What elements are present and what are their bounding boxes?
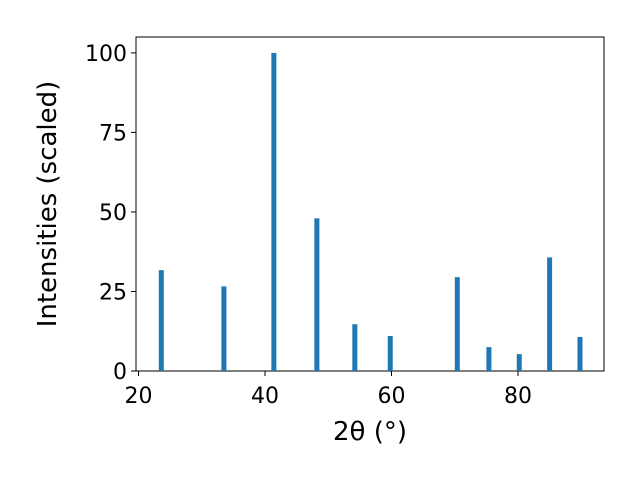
bar xyxy=(352,324,358,371)
x-tick-label: 60 xyxy=(378,384,406,409)
bar xyxy=(486,347,492,371)
x-tick-label: 40 xyxy=(251,384,279,409)
bar xyxy=(577,336,583,371)
x-tick-label: 20 xyxy=(125,384,153,409)
x-axis-label: 2θ (°) xyxy=(333,417,407,447)
bar xyxy=(158,270,164,371)
y-axis-label: Intensities (scaled) xyxy=(33,81,63,328)
bar xyxy=(454,277,460,371)
y-tick-label: 25 xyxy=(99,280,127,305)
bar xyxy=(314,218,320,371)
bar xyxy=(221,286,227,371)
bar xyxy=(387,336,393,371)
plot-frame xyxy=(135,36,605,372)
y-tick-label: 100 xyxy=(85,42,127,67)
bar xyxy=(516,354,522,371)
y-tick-label: 50 xyxy=(99,201,127,226)
bar xyxy=(547,257,553,371)
x-tick-label: 80 xyxy=(504,384,532,409)
y-tick-label: 75 xyxy=(99,121,127,146)
bar xyxy=(271,52,277,372)
y-tick-label: 0 xyxy=(113,360,127,385)
